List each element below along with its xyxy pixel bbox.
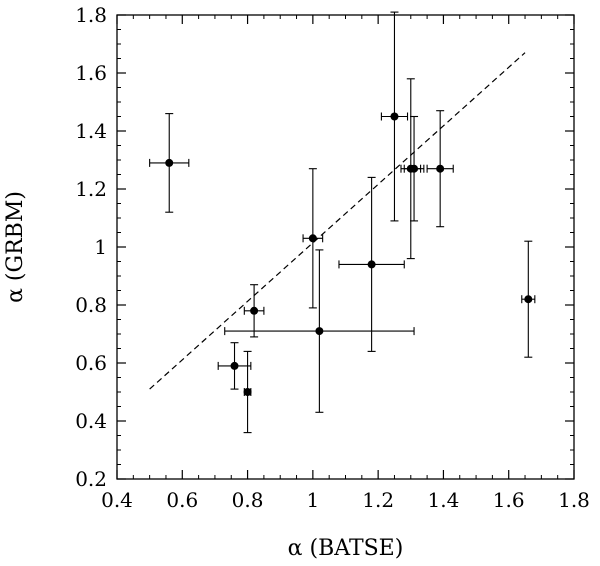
data-point: [250, 306, 259, 315]
data-point: [436, 164, 445, 173]
data-point-group: [243, 284, 265, 338]
data-point-group: [224, 249, 415, 413]
data-point: [524, 295, 533, 304]
y-tick-label: 1.4: [75, 119, 107, 143]
data-point-group: [338, 176, 405, 352]
y-tick-label: 1.8: [75, 3, 107, 27]
data-point-group: [149, 113, 190, 213]
x-tick-label: 1.2: [362, 488, 394, 512]
y-tick-label: 0.6: [75, 351, 107, 375]
x-tick-label: 1.6: [493, 488, 525, 512]
x-tick-label: 0.4: [101, 488, 133, 512]
data-point: [243, 388, 252, 396]
y-tick-label: 0.8: [75, 293, 107, 317]
data-point-group: [426, 110, 454, 228]
data-point-group: [403, 115, 425, 222]
data-point-group: [243, 350, 252, 434]
x-tick-label: 0.6: [166, 488, 198, 512]
x-tick-label: 1: [306, 488, 319, 512]
y-tick-label: 0.4: [75, 409, 107, 433]
y-tick-label: 0.2: [75, 467, 107, 491]
data-point: [308, 234, 317, 243]
data-point: [315, 327, 324, 336]
data-point: [165, 158, 174, 167]
y-axis-title: α (GRBM): [3, 191, 28, 303]
data-point-group: [521, 240, 536, 358]
data-point-group: [380, 11, 409, 222]
data-point: [367, 260, 376, 269]
data-point: [230, 361, 239, 370]
y-tick-label: 1.6: [75, 61, 107, 85]
x-tick-label: 0.8: [232, 488, 264, 512]
y-tick-label: 1.2: [75, 177, 107, 201]
data-point-group: [302, 168, 324, 309]
data-point-group: [217, 342, 252, 390]
reference-line: [149, 52, 526, 390]
x-tick-label: 1.4: [428, 488, 460, 512]
data-point: [410, 164, 419, 173]
data-point: [390, 112, 399, 121]
x-tick-label: 1.8: [558, 488, 590, 512]
plot-frame: [116, 14, 575, 480]
y-tick-label: 1: [94, 235, 107, 259]
x-axis-title: α (BATSE): [288, 536, 404, 561]
